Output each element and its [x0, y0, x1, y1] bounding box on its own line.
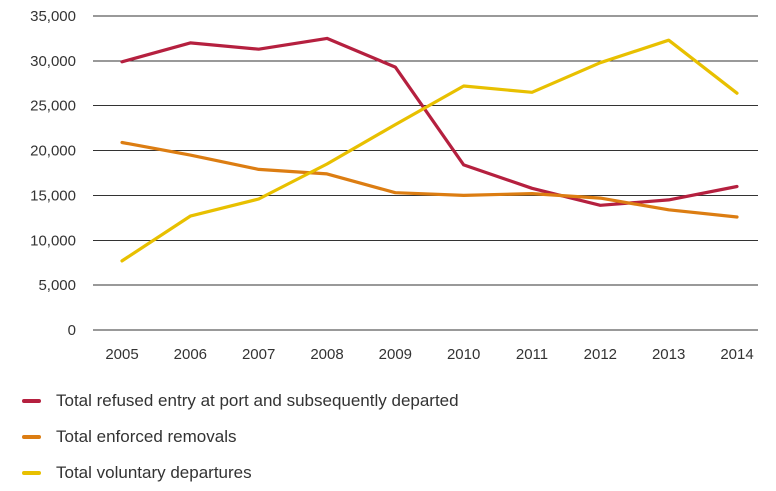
series-line-refused-entry [120, 36, 739, 207]
x-tick-label-2012: 2012 [584, 346, 617, 363]
y-tick-label-0: 0 [68, 322, 76, 339]
y-tick-label-20000: 20,000 [30, 143, 76, 160]
series-line-voluntary-departures [120, 38, 739, 263]
x-tick-label-2005: 2005 [105, 346, 138, 363]
legend-label-enforced-removals: Total enforced removals [56, 427, 237, 446]
x-tick-label-2008: 2008 [310, 346, 343, 363]
legend-swatch-voluntary-departures [22, 471, 41, 475]
x-tick-label-2007: 2007 [242, 346, 275, 363]
x-tick-label-2011: 2011 [516, 346, 548, 363]
legend-item-voluntary-departures: Total voluntary departures [22, 455, 459, 491]
x-tick-label-2010: 2010 [447, 346, 480, 363]
x-tick-label-2013: 2013 [652, 346, 685, 363]
legend-swatch-refused-entry [22, 399, 41, 403]
y-tick-label-35000: 35,000 [30, 8, 76, 25]
legend-label-refused-entry: Total refused entry at port and subseque… [56, 391, 459, 410]
x-tick-label-2006: 2006 [174, 346, 207, 363]
y-tick-label-10000: 10,000 [30, 232, 76, 249]
legend-item-refused-entry: Total refused entry at port and subseque… [22, 383, 459, 419]
x-tick-label-2014: 2014 [720, 346, 753, 363]
line-chart: 0 5,000 10,000 15,000 20,000 25,000 30,000 35,0… [30, 8, 758, 363]
legend-item-enforced-removals: Total enforced removals [22, 419, 459, 455]
x-tick-label-2009: 2009 [379, 346, 412, 363]
y-tick-label-15000: 15,000 [30, 187, 76, 204]
y-tick-label-30000: 30,000 [30, 53, 76, 70]
y-tick-label-5000: 5,000 [38, 277, 76, 294]
y-tick-label-25000: 25,000 [30, 98, 76, 115]
legend-swatch-enforced-removals [22, 435, 41, 439]
legend: Total refused entry at port and subseque… [22, 383, 459, 491]
legend-label-voluntary-departures: Total voluntary departures [56, 463, 252, 482]
series-line-enforced-removals [120, 140, 739, 219]
